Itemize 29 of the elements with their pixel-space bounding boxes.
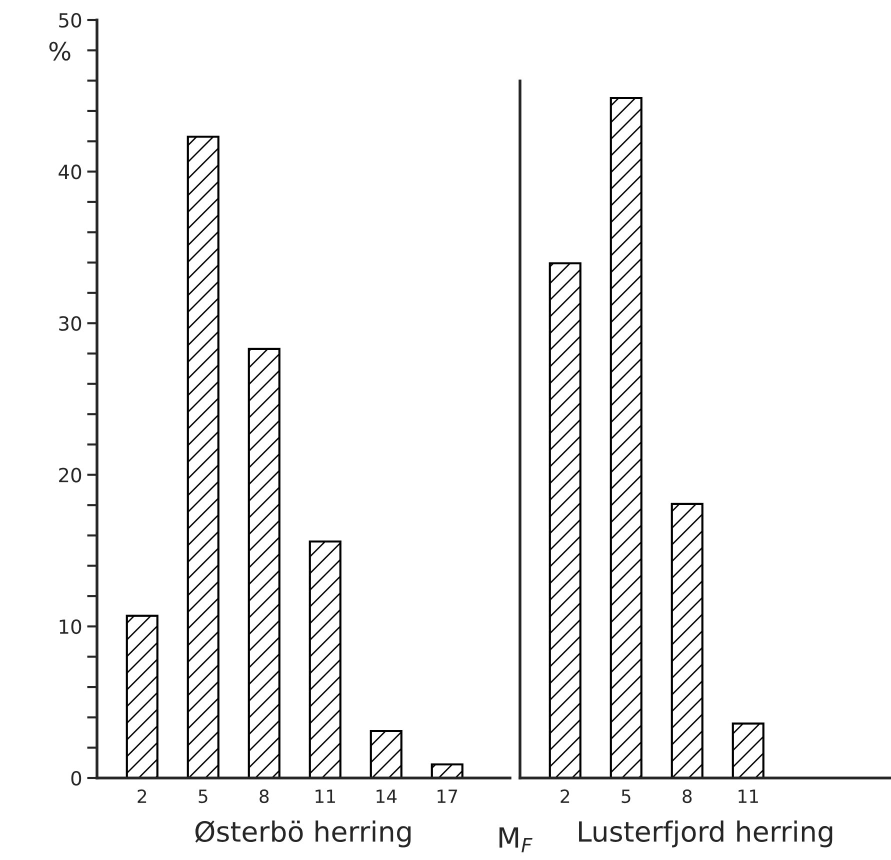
y-axis-title: %: [49, 42, 70, 61]
x-axis-title: Lusterfjord herring: [579, 820, 832, 848]
x-tick-label: 5: [622, 790, 630, 804]
bar: [670, 502, 704, 778]
x-tick-label: 8: [682, 789, 692, 804]
y-tick-label: 40: [58, 164, 82, 180]
x-tick-label: 14: [376, 790, 397, 803]
x-axis-title: Østerbö herring: [195, 820, 411, 848]
bar: [248, 348, 280, 778]
bar: [370, 730, 402, 778]
bar: [126, 614, 158, 778]
x-tick-label: 11: [316, 790, 335, 803]
y-tick-label: 30: [59, 316, 82, 331]
bar: [308, 540, 342, 778]
x-tick-label: 11: [738, 790, 758, 803]
y-tick-label: 50: [59, 12, 82, 28]
x-tick-label: 2: [560, 789, 570, 803]
y-tick-label: 20: [59, 468, 82, 482]
bar: [732, 722, 764, 778]
x-tick-label: 2: [138, 789, 146, 803]
y-tick-label: 10: [60, 619, 82, 634]
bar: [548, 262, 582, 778]
text: M$_{F}$: [500, 827, 532, 852]
bar: [610, 96, 642, 778]
x-tick-label: 5: [198, 790, 208, 804]
x-tick-label: 8: [260, 789, 269, 804]
bar: [186, 136, 220, 778]
x-tick-label: 17: [438, 790, 458, 803]
y-tick-label: 0: [71, 770, 82, 786]
